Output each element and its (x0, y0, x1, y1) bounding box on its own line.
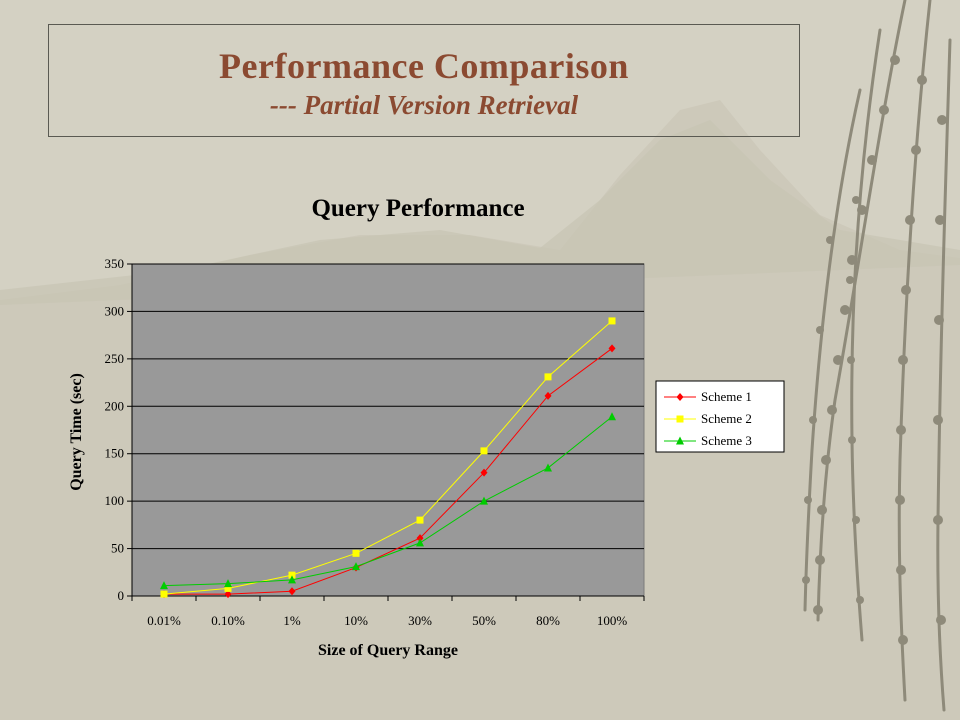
data-point (224, 579, 232, 588)
data-point (416, 534, 424, 543)
series-line (164, 348, 613, 595)
x-axis-label: Size of Query Range (318, 642, 458, 659)
y-tick-label: 300 (105, 303, 125, 318)
legend-marker (676, 436, 684, 445)
series-2 (160, 317, 616, 598)
legend-entry: Scheme 1 (664, 389, 752, 404)
data-point (352, 549, 360, 557)
page-subtitle: --- Partial Version Retrieval (269, 90, 579, 120)
data-point (544, 391, 552, 400)
data-point (480, 496, 488, 505)
data-point (352, 562, 360, 571)
data-point (160, 590, 168, 598)
legend-marker (676, 415, 684, 423)
data-point (288, 571, 296, 579)
legend-marker (676, 393, 684, 401)
legend-entry: Scheme 2 (664, 411, 752, 426)
background-mountain-far (0, 120, 960, 305)
y-tick-label: 250 (105, 351, 125, 366)
data-point (224, 584, 232, 592)
x-tick-label: 80% (536, 613, 560, 628)
plot-area (131, 263, 645, 597)
data-point (608, 344, 616, 353)
x-tick-label: 0.10% (211, 613, 245, 628)
y-tick-label: 100 (105, 493, 125, 508)
title-box: Performance Comparison --- Partial Versi… (48, 24, 800, 137)
willow-leaves-decoration (802, 55, 947, 645)
data-point (160, 581, 168, 590)
chart-title: Query Performance (311, 195, 524, 222)
gridlines (132, 263, 644, 550)
x-tick-label: 30% (408, 613, 432, 628)
data-point (224, 590, 232, 599)
series-line (163, 320, 613, 595)
data-point (544, 373, 552, 381)
data-point (608, 317, 616, 325)
y-axis: 0 50 100 150 200 250 300 350 (105, 256, 133, 603)
data-point (288, 575, 296, 584)
y-tick-label: 50 (111, 541, 124, 556)
x-tick-label: 50% (472, 613, 496, 628)
willow-branch-decoration (803, 0, 952, 712)
x-tick-label: 10% (344, 613, 368, 628)
legend-entry: Scheme 3 (664, 433, 752, 448)
y-tick-label: 350 (105, 256, 125, 271)
legend-label: Scheme 2 (701, 411, 752, 426)
y-tick-label: 0 (118, 588, 125, 603)
y-axis-label: Query Time (sec) (68, 373, 85, 491)
x-axis: 0.01% 0.10% 1% 10% 30% 50% 80% 100% (131, 595, 645, 628)
data-point (608, 412, 616, 421)
legend: Scheme 1 Scheme 2 Scheme 3 (655, 380, 785, 453)
data-point (416, 538, 424, 547)
series-layer (160, 317, 616, 599)
data-point (480, 447, 488, 455)
y-tick-label: 150 (105, 446, 125, 461)
page-title: Performance Comparison (219, 46, 629, 86)
series-line (163, 416, 613, 587)
legend-label: Scheme 3 (701, 433, 752, 448)
data-point (288, 587, 296, 596)
series-3 (160, 412, 616, 590)
legend-label: Scheme 1 (701, 389, 752, 404)
y-tick-label: 200 (105, 398, 125, 413)
x-tick-label: 1% (283, 613, 301, 628)
data-point (480, 468, 488, 477)
data-point (416, 516, 424, 524)
data-point (544, 463, 552, 472)
x-tick-label: 100% (597, 613, 628, 628)
x-tick-label: 0.01% (147, 613, 181, 628)
